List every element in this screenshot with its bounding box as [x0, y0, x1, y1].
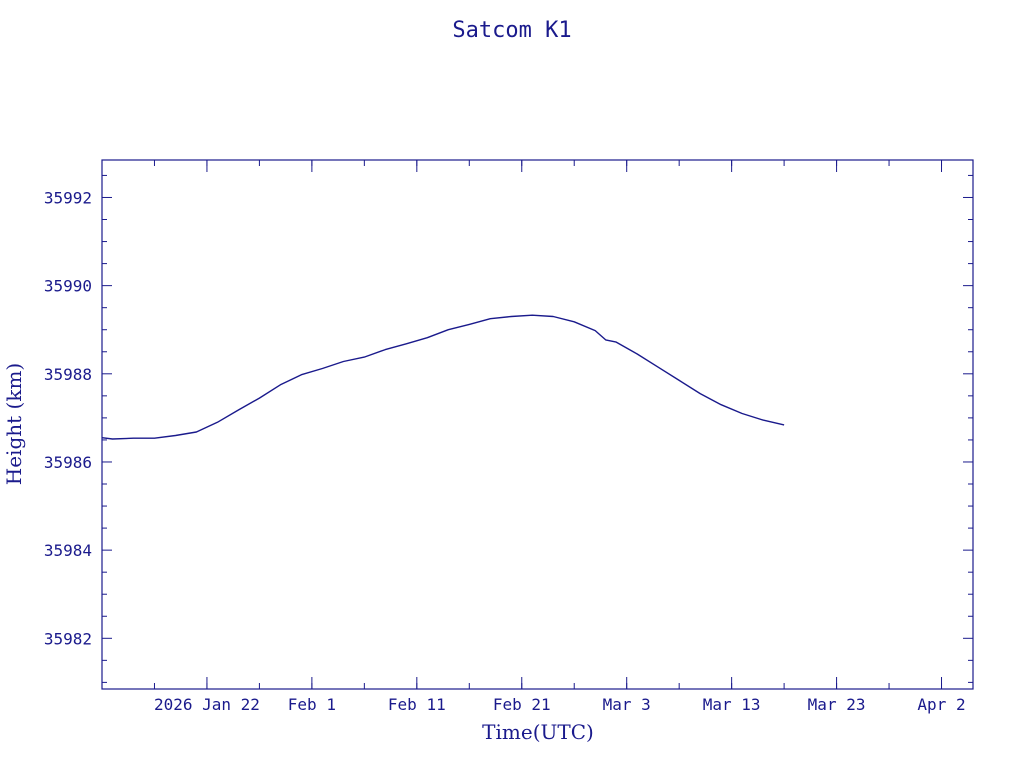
plot-frame: [101, 159, 974, 690]
plot-area: 35982 35984 35986 35988 35990 35992 2026 Jan 2…: [44, 159, 974, 714]
x-tick-label: Feb 21: [493, 695, 551, 714]
x-tick-label: Mar 13: [703, 695, 761, 714]
y-tick-label: 35986: [44, 453, 92, 472]
x-tick-label: Mar 3: [603, 695, 651, 714]
x-tick-label: Feb 1: [288, 695, 336, 714]
y-tick-label: 35992: [44, 188, 92, 207]
x-tick-label: Mar 23: [808, 695, 866, 714]
y-tick-label: 35988: [44, 365, 92, 384]
y-tick-label: 35982: [44, 629, 92, 648]
x-tick-label: Apr 2: [917, 695, 965, 714]
y-tick-label: 35990: [44, 277, 92, 296]
chart-title: Satcom K1: [452, 18, 571, 43]
x-tick-label: 2026 Jan 22: [154, 695, 260, 714]
y-axis-label: Height (km): [2, 363, 26, 485]
y-tick-label: 35984: [44, 541, 92, 560]
height-series-line: [101, 314, 785, 440]
x-axis-label: Time(UTC): [482, 720, 594, 744]
x-tick-label: Feb 11: [388, 695, 446, 714]
